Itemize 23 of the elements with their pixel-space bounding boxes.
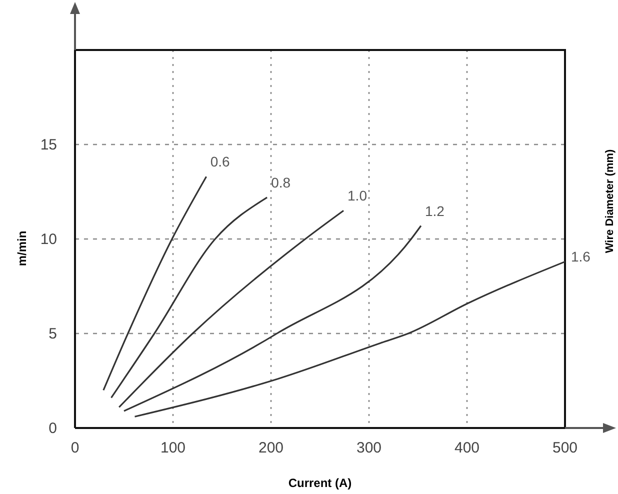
line-series — [110, 196, 268, 399]
line-series — [118, 210, 344, 408]
series-label: 0.8 — [271, 174, 291, 190]
x-tick-label: 200 — [258, 440, 284, 457]
x-tick-label: 500 — [552, 440, 578, 457]
legend-title: Wire Diameter (mm) — [604, 148, 616, 254]
x-tick-label: 100 — [160, 440, 186, 457]
x-tick-label: 300 — [356, 440, 382, 457]
y-axis-title: m/min — [15, 230, 29, 266]
series-label: 1.2 — [424, 202, 445, 219]
y-tick-label: 10 — [40, 230, 57, 248]
line-series — [134, 260, 566, 418]
y-tick-label: 15 — [40, 136, 57, 154]
y-tick-label: 5 — [48, 325, 57, 342]
series-label: 0.6 — [210, 154, 230, 170]
x-tick-label: 400 — [454, 440, 480, 457]
series-label: 1.0 — [348, 188, 368, 204]
line-series — [102, 176, 208, 391]
x-axis-title: Current (A) — [288, 476, 352, 490]
y-tick-label: 0 — [48, 420, 57, 437]
x-tick-label: 0 — [70, 440, 80, 457]
line-series — [123, 224, 422, 412]
series-label: 1.6 — [571, 248, 591, 265]
